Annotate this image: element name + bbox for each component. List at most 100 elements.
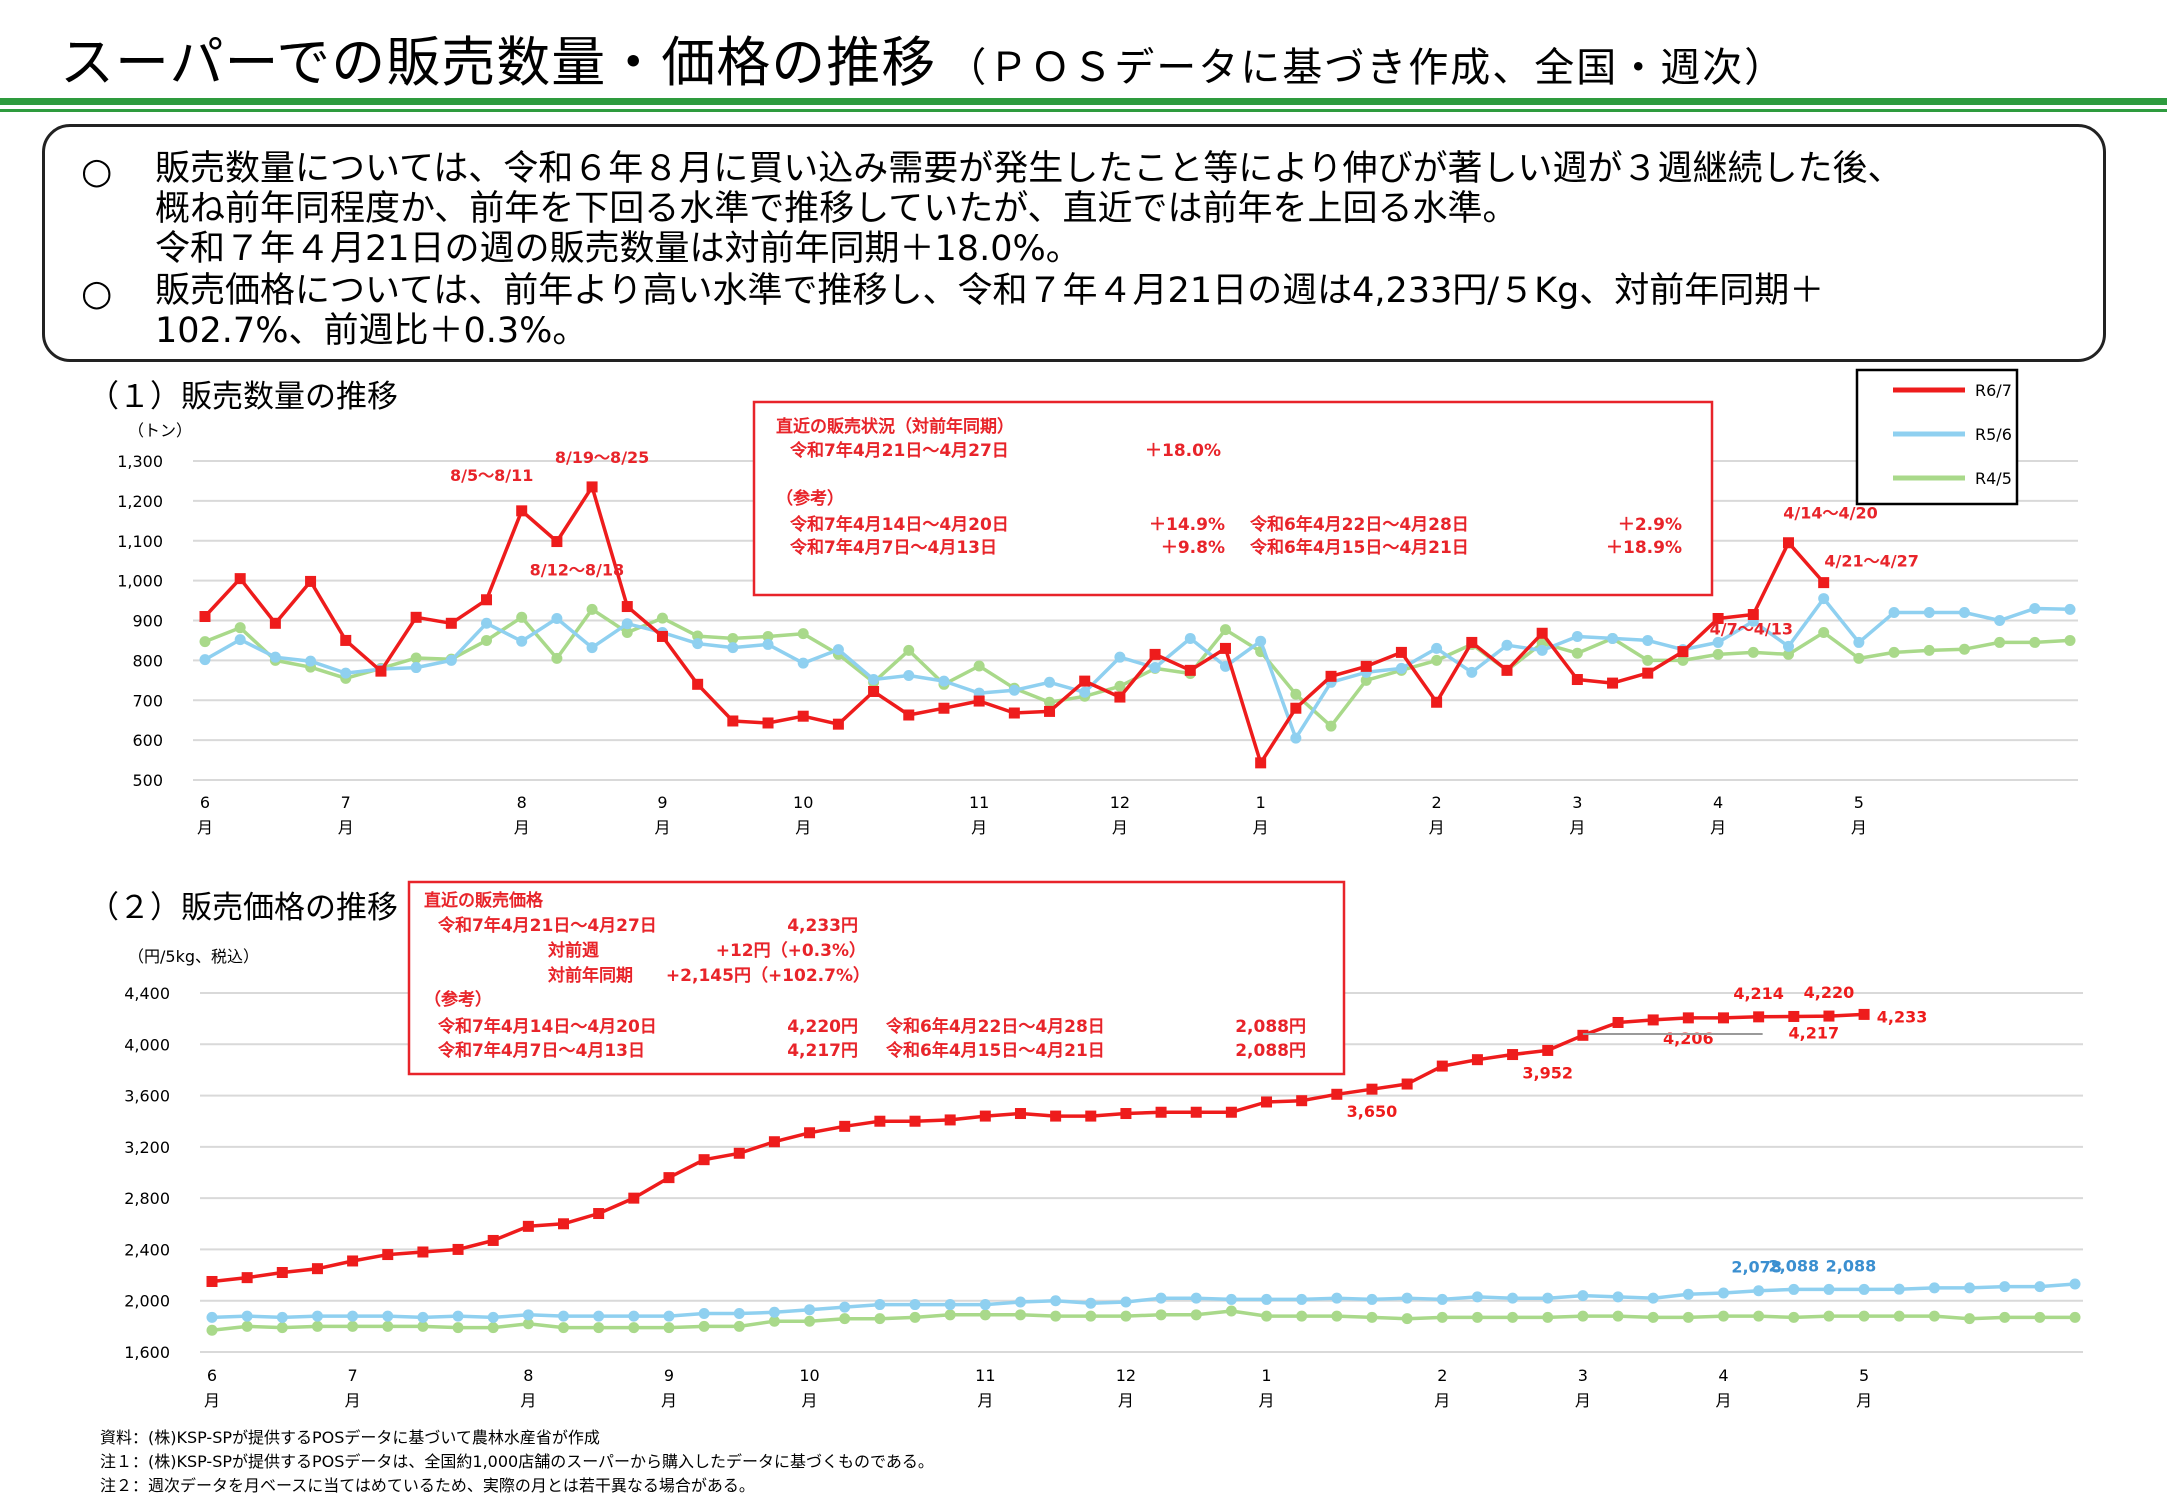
data-point	[206, 1275, 218, 1287]
data-point	[1999, 1281, 2011, 1293]
annotation-label: 4/7～4/13	[1710, 620, 1793, 639]
data-point	[1964, 1313, 1976, 1325]
data-point	[1577, 1310, 1589, 1322]
x-tick-label: 1	[1261, 1366, 1271, 1385]
y-tick-label: 1,100	[117, 532, 163, 551]
footnote-source: 資料：(株)KSP-SPが提供するPOSデータに基づいて農林水産省が作成	[100, 1428, 600, 1447]
data-point	[938, 702, 950, 714]
data-point	[1788, 1010, 1800, 1022]
data-point	[269, 651, 281, 663]
data-point	[522, 1220, 534, 1232]
data-point	[1114, 651, 1126, 663]
x-tick-suffix: 月	[1710, 818, 1726, 837]
data-point	[1436, 1060, 1448, 1072]
x-tick-label: 7	[348, 1366, 358, 1385]
data-point	[1682, 1311, 1694, 1323]
series-line-R5-6	[204, 596, 2071, 740]
data-point	[1155, 1106, 1167, 1118]
data-point	[903, 709, 915, 721]
data-point	[340, 634, 352, 646]
data-point	[417, 1246, 429, 1258]
info-wow-value: +12円（+0.3%）	[716, 940, 866, 961]
value-label: 3,952	[1522, 1063, 1573, 1082]
data-point	[903, 670, 915, 682]
data-point	[1120, 1108, 1132, 1120]
data-point	[1858, 1283, 1870, 1295]
data-point	[1858, 1310, 1870, 1322]
data-point	[1325, 720, 1337, 732]
data-point	[382, 1310, 394, 1322]
data-point	[1507, 1292, 1519, 1304]
data-point	[1366, 1293, 1378, 1305]
y-tick-label: 2,000	[124, 1292, 170, 1311]
data-point	[1818, 577, 1830, 589]
x-tick-label: 2	[1432, 793, 1442, 812]
data-point	[375, 665, 387, 677]
data-point	[944, 1299, 956, 1311]
info-ref-value-prev: ＋18.9%	[1606, 538, 1682, 558]
x-tick-label: 5	[1854, 793, 1864, 812]
info-ref-period: 令和7年4月14日～4月20日	[438, 1016, 657, 1037]
x-tick-label: 9	[657, 793, 667, 812]
info-ref-period-prev: 令和6年4月22日～4月28日	[886, 1016, 1105, 1037]
y-tick-label: 800	[132, 651, 163, 670]
data-point	[733, 1320, 745, 1332]
data-point	[1395, 662, 1407, 674]
data-point	[593, 1322, 605, 1334]
data-point	[551, 613, 563, 625]
data-point	[1788, 1311, 1800, 1323]
value-label: 2,078	[1731, 1258, 1782, 1277]
info-ref-period: 令和7年4月7日～4月13日	[790, 537, 997, 558]
data-point	[1928, 1310, 1940, 1322]
data-point	[1431, 654, 1443, 666]
info-wow-label: 対前週	[547, 940, 599, 961]
data-point	[481, 617, 493, 629]
data-point	[1190, 1309, 1202, 1321]
info-latest-period: 令和7年4月21日～4月27日	[790, 440, 1009, 461]
data-point	[1431, 642, 1443, 654]
data-point	[2029, 636, 2041, 648]
info-heading: 直近の販売状況（対前年同期）	[776, 416, 1014, 437]
data-point	[1255, 635, 1267, 647]
x-tick-label: 10	[799, 1366, 819, 1385]
data-point	[1085, 1110, 1097, 1122]
x-tick-suffix: 月	[795, 818, 811, 837]
x-tick-suffix: 月	[197, 818, 213, 837]
data-point	[241, 1310, 253, 1322]
data-point	[1818, 626, 1830, 638]
data-point	[1079, 686, 1091, 698]
x-tick-suffix: 月	[1575, 1391, 1591, 1410]
x-tick-label: 7	[341, 793, 351, 812]
data-point	[797, 628, 809, 640]
data-point	[1647, 1292, 1659, 1304]
data-point	[1044, 676, 1056, 688]
value-label: 4,220	[1804, 983, 1855, 1002]
data-point	[727, 642, 739, 654]
data-point	[1149, 648, 1161, 660]
legend-label: R4/5	[1975, 469, 2012, 488]
data-point	[733, 1147, 745, 1159]
data-point	[241, 1320, 253, 1332]
data-point	[874, 1299, 886, 1311]
data-point	[768, 1306, 780, 1318]
legend-label: R5/6	[1975, 425, 2012, 444]
data-point	[1753, 1285, 1765, 1297]
value-label: 2,088	[1826, 1256, 1877, 1275]
data-point	[762, 638, 774, 650]
data-point	[1050, 1110, 1062, 1122]
x-tick-label: 10	[793, 793, 813, 812]
data-point	[692, 638, 704, 650]
data-point	[481, 634, 493, 646]
data-point	[1290, 688, 1302, 700]
data-point	[1290, 732, 1302, 744]
y-tick-label: 500	[132, 771, 163, 790]
info-ref-value-prev: 2,088円	[1235, 1017, 1306, 1037]
data-point	[558, 1218, 570, 1230]
data-point	[692, 678, 704, 690]
data-point	[1612, 1291, 1624, 1303]
x-tick-suffix: 月	[338, 818, 354, 837]
data-point	[1923, 607, 1935, 619]
page-subtitle: （ＰＯＳデータに基づき作成、全国・週次）	[946, 45, 1787, 91]
y-tick-label: 600	[132, 731, 163, 750]
data-point	[1747, 609, 1759, 621]
